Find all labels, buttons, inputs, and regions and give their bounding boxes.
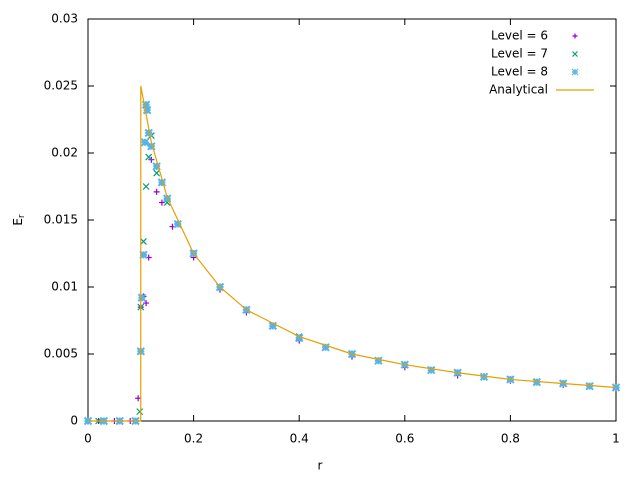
data-point <box>142 183 150 190</box>
data-point <box>158 199 165 206</box>
x-tick-label: 0 <box>84 432 92 446</box>
plot-border <box>87 18 617 422</box>
legend-label: Level = 7 <box>491 47 548 61</box>
data-point <box>479 372 489 381</box>
data-point <box>294 333 304 343</box>
x-tick-label: 0.8 <box>501 432 520 446</box>
legend-marker <box>572 51 578 57</box>
data-point <box>141 100 151 109</box>
data-point <box>143 300 150 307</box>
data-point <box>153 188 160 195</box>
data-point <box>426 365 436 375</box>
data-point <box>145 153 153 161</box>
legend-label: Level = 8 <box>491 65 548 79</box>
x-tick-label: 0.2 <box>184 432 203 446</box>
data-point <box>152 162 161 171</box>
x-tick-label: 0.6 <box>395 432 414 446</box>
y-tick-label: 0.005 <box>44 347 78 361</box>
x-axis-label: r <box>318 459 323 473</box>
y-tick-label: 0.01 <box>51 280 78 294</box>
data-point <box>173 219 182 229</box>
x-tick-label: 0.4 <box>290 432 309 446</box>
data-point <box>142 105 152 115</box>
y-tick-label: 0.03 <box>51 12 78 26</box>
data-point <box>140 138 150 147</box>
data-point <box>153 169 161 177</box>
data-point <box>139 250 148 260</box>
y-axis-label: Er <box>11 214 27 226</box>
data-point <box>140 238 147 245</box>
analytical-line <box>88 85 617 422</box>
y-tick-label: 0 <box>70 414 78 428</box>
y-tick-label: 0.015 <box>44 213 78 227</box>
legend-marker <box>571 68 579 76</box>
data-point <box>374 356 383 365</box>
data-point <box>321 343 330 352</box>
legend-label: Level = 6 <box>491 29 548 43</box>
legend-label: Analytical <box>489 83 548 97</box>
data-point <box>157 178 167 187</box>
data-point <box>268 321 278 331</box>
legend-marker <box>572 33 578 39</box>
x-tick-label: 1 <box>612 432 620 446</box>
data-point <box>136 408 144 416</box>
y-tick-label: 0.02 <box>51 146 78 160</box>
y-label-subscript: r <box>17 214 27 218</box>
y-tick-label: 0.025 <box>44 79 78 93</box>
data-point <box>144 128 153 138</box>
data-point <box>147 142 156 151</box>
y-label-main: E <box>11 218 25 226</box>
data-point <box>532 377 542 387</box>
data-point <box>585 381 594 391</box>
data-point <box>137 293 147 302</box>
